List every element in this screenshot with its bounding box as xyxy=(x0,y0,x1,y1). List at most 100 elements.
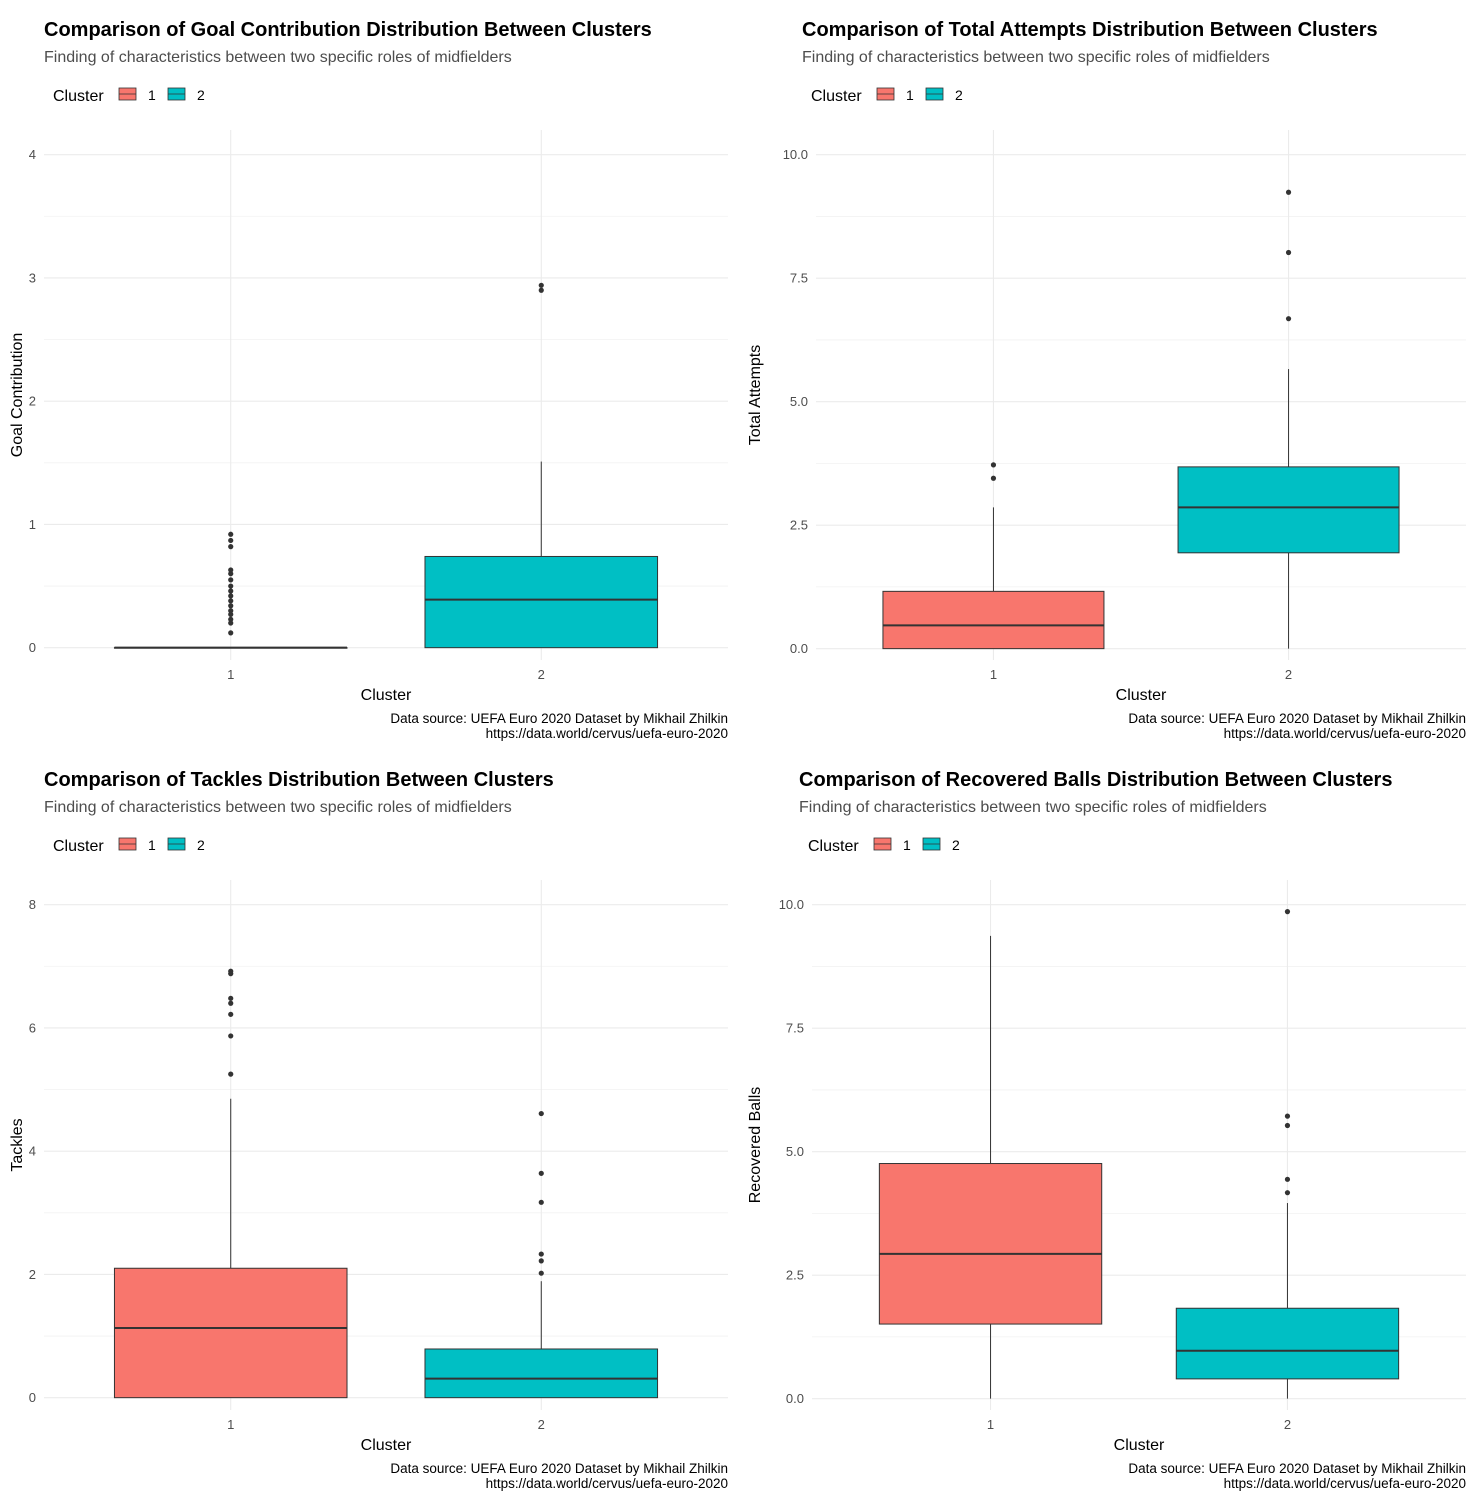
y-tick-label: 0.0 xyxy=(786,1391,804,1406)
x-tick-label: 1 xyxy=(227,667,234,682)
outlier-point xyxy=(538,1110,544,1117)
outlier-point xyxy=(538,1199,544,1205)
outlier-point xyxy=(228,968,234,974)
y-tick-label: 5.0 xyxy=(790,394,808,409)
chart-subtitle: Finding of characteristics between two s… xyxy=(44,49,512,66)
chart-subtitle: Finding of characteristics between two s… xyxy=(799,799,1267,816)
box-iqr xyxy=(113,1267,348,1399)
outlier-point xyxy=(228,531,234,537)
y-tick-label: 10.0 xyxy=(783,147,808,162)
outlier-point xyxy=(1284,1176,1291,1182)
outlier-point xyxy=(228,1071,234,1077)
x-tick-label: 1 xyxy=(990,667,997,682)
y-tick-label: 7.5 xyxy=(790,271,808,286)
x-tick-label: 1 xyxy=(227,1417,234,1432)
legend: Cluster 1 2 xyxy=(53,837,205,855)
caption-source: Data source: UEFA Euro 2020 Dataset by M… xyxy=(1128,711,1466,726)
outlier-point xyxy=(228,620,234,626)
outlier-point xyxy=(228,1000,234,1006)
outlier-point xyxy=(228,630,234,636)
outlier-point xyxy=(538,1258,544,1264)
box-iqr xyxy=(1177,466,1400,554)
box-iqr xyxy=(882,590,1105,650)
outlier-point xyxy=(228,608,234,614)
y-tick-label: 2.5 xyxy=(786,1268,804,1283)
outlier-point xyxy=(228,583,234,589)
legend-label-2: 2 xyxy=(197,87,205,103)
y-tick-label: 8 xyxy=(29,897,36,912)
box-cluster-1 xyxy=(882,462,1105,650)
outlier-point xyxy=(228,1011,234,1017)
y-tick-label: 5.0 xyxy=(786,1144,804,1159)
outlier-point xyxy=(228,1033,234,1039)
y-tick-label: 2 xyxy=(29,394,36,409)
x-axis-title: Cluster xyxy=(361,1437,412,1454)
y-tick-label: 2 xyxy=(29,1267,36,1282)
box-iqr xyxy=(878,1163,1103,1325)
outlier-point xyxy=(538,1170,544,1176)
box-cluster-1 xyxy=(878,935,1103,1399)
box-cluster-2 xyxy=(424,1110,659,1399)
outlier-point xyxy=(538,1270,544,1276)
caption-url: https://data.world/cervus/uefa-euro-2020 xyxy=(1224,726,1466,741)
outlier-point xyxy=(1284,1190,1291,1196)
outlier-point xyxy=(228,577,234,583)
legend-title: Cluster xyxy=(811,88,862,105)
box-cluster-1 xyxy=(113,531,348,649)
outlier-point xyxy=(538,287,544,293)
caption-url: https://data.world/cervus/uefa-euro-2020 xyxy=(486,1476,728,1491)
y-axis-title: Tackles xyxy=(9,1118,26,1171)
legend-title: Cluster xyxy=(53,838,104,855)
legend: Cluster 1 2 xyxy=(808,837,960,855)
legend: Cluster 1 2 xyxy=(53,87,205,105)
box-cluster-1 xyxy=(113,968,348,1399)
caption-source: Data source: UEFA Euro 2020 Dataset by M… xyxy=(1128,1461,1466,1476)
outlier-point xyxy=(228,616,234,622)
y-tick-label: 0 xyxy=(29,1390,36,1405)
y-tick-label: 6 xyxy=(29,1020,36,1035)
outlier-point xyxy=(228,571,234,577)
outlier-point xyxy=(1284,909,1291,915)
outlier-point xyxy=(1284,1122,1291,1129)
outlier-point xyxy=(228,593,234,599)
caption-url: https://data.world/cervus/uefa-euro-2020 xyxy=(486,726,728,741)
outlier-point xyxy=(1285,189,1292,195)
y-axis-title: Recovered Balls xyxy=(747,1087,764,1204)
outlier-point xyxy=(990,475,997,481)
box-iqr xyxy=(424,555,659,649)
outlier-point xyxy=(228,537,234,544)
outlier-point xyxy=(1284,1113,1291,1119)
y-tick-label: 1 xyxy=(29,517,36,532)
legend-label-1: 1 xyxy=(148,837,156,853)
outlier-point xyxy=(1285,316,1292,322)
chart-panel-goal-contribution: Comparison of Goal Contribution Distribu… xyxy=(0,0,738,750)
chart-subtitle: Finding of characteristics between two s… xyxy=(44,799,512,816)
y-tick-label: 4 xyxy=(29,147,36,162)
box-cluster-2 xyxy=(1175,909,1400,1399)
y-tick-label: 2.5 xyxy=(790,518,808,533)
outlier-point xyxy=(228,611,234,617)
y-tick-label: 0.0 xyxy=(790,641,808,656)
y-tick-label: 0 xyxy=(29,640,36,655)
outlier-point xyxy=(228,603,234,609)
outlier-point xyxy=(1285,249,1292,256)
chart-title: Comparison of Recovered Balls Distributi… xyxy=(799,769,1392,791)
y-axis-title: Goal Contribution xyxy=(9,333,26,458)
chart-title: Comparison of Total Attempts Distributio… xyxy=(802,19,1378,41)
x-tick-label: 1 xyxy=(987,1417,994,1432)
legend-title: Cluster xyxy=(53,88,104,105)
y-tick-label: 4 xyxy=(29,1144,36,1159)
caption-source: Data source: UEFA Euro 2020 Dataset by M… xyxy=(390,1461,728,1476)
caption-url: https://data.world/cervus/uefa-euro-2020 xyxy=(1224,1476,1466,1491)
box-iqr xyxy=(424,1348,659,1399)
legend-label-2: 2 xyxy=(197,837,205,853)
legend-label-1: 1 xyxy=(903,837,911,853)
x-tick-label: 2 xyxy=(1285,667,1292,682)
box-cluster-2 xyxy=(1177,189,1400,649)
chart-svg: Comparison of Tackles Distribution Betwe… xyxy=(9,769,728,1491)
legend-label-1: 1 xyxy=(148,87,156,103)
chart-svg: Comparison of Total Attempts Distributio… xyxy=(747,19,1466,741)
chart-svg: Comparison of Recovered Balls Distributi… xyxy=(747,769,1466,1491)
box-cluster-2 xyxy=(424,282,659,649)
chart-panel-total-attempts: Comparison of Total Attempts Distributio… xyxy=(738,0,1476,750)
